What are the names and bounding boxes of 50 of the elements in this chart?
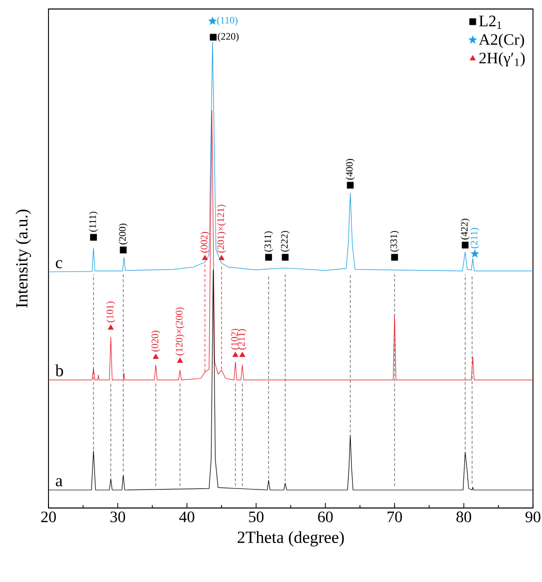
annotation: (002) (200, 232, 210, 253)
annotation: (120)×(200) (175, 307, 185, 356)
annotation: (102) (230, 328, 240, 350)
annotation: (211) (238, 329, 247, 350)
x-tick-label: 80 (456, 512, 472, 522)
annotation: (400) (346, 158, 355, 180)
series-label: a (56, 478, 63, 486)
point (391, 254, 398, 261)
point (470, 249, 480, 258)
point (462, 242, 469, 248)
annotation: (111) (88, 212, 98, 232)
annotation: (020) (151, 330, 160, 352)
point (346, 182, 354, 189)
point (90, 234, 97, 241)
annotation: (222) (280, 230, 290, 252)
annotation: (311) (264, 231, 274, 252)
x-tick-label: 60 (318, 512, 333, 522)
series-label: c (56, 260, 62, 268)
annotation: (211) (470, 228, 480, 248)
point (177, 358, 183, 363)
x-axis-title: 2Theta (degree) (238, 531, 344, 547)
annotation: (331) (390, 230, 400, 252)
legend-label: 2H(γ′$_{1}$) (479, 52, 525, 67)
series-label: b (55, 364, 64, 376)
point (265, 254, 272, 261)
legend-label: L2$_{1}$ (479, 16, 502, 29)
point (218, 254, 224, 260)
x-tick-label: 30 (110, 512, 126, 522)
x-tick-label: 20 (41, 512, 56, 522)
annotation: (200) (118, 224, 128, 244)
x-tick-label: 40 (179, 512, 194, 522)
point (210, 34, 217, 41)
x-tick-label: 90 (526, 512, 540, 522)
point (208, 16, 217, 25)
x-tick-label: 50 (249, 512, 264, 522)
point (152, 354, 159, 359)
annotation: (101) (106, 302, 116, 322)
annotation: (201)×(121) (217, 204, 226, 253)
point (232, 352, 238, 357)
point (108, 324, 114, 330)
point (239, 352, 246, 357)
annotation: (220) (218, 32, 239, 42)
annotation: (422) (460, 218, 470, 240)
point (120, 246, 127, 254)
annotation: (110) (217, 16, 238, 26)
x-tick-label: 70 (388, 512, 402, 522)
y-axis-title: Intensity (a.u.) (16, 210, 32, 308)
point (202, 254, 208, 260)
legend-label: A2(Cr) (478, 34, 524, 48)
point (282, 254, 289, 261)
